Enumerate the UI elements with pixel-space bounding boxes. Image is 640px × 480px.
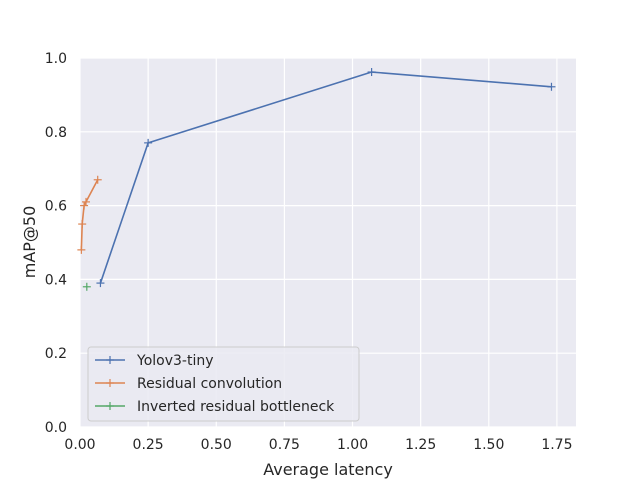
data-point [547, 82, 556, 91]
x-ticks: 0.00 0.25 0.50 0.75 1.00 1.25 1.50 1.75 [64, 437, 572, 453]
legend-label: Residual convolution [137, 376, 282, 392]
legend-item: Inverted residual bottleneck [95, 399, 335, 415]
data-point [80, 201, 89, 210]
data-point [78, 220, 87, 229]
legend-item: Yolov3-tiny [95, 353, 214, 369]
y-tick-label: 0.0 [45, 420, 67, 436]
series-2 [77, 175, 102, 254]
y-tick-label: 0.6 [45, 199, 67, 215]
x-axis-label: Average latency [263, 460, 393, 479]
x-tick-label: 0.75 [269, 437, 300, 453]
legend-frame [87, 346, 360, 422]
x-tick-label: 0.00 [64, 437, 95, 453]
data-point [367, 68, 376, 77]
y-tick-label: 0.2 [45, 346, 67, 362]
data-point [96, 279, 105, 288]
x-tick-label: 1.00 [337, 437, 368, 453]
y-tick-label: 0.8 [45, 125, 67, 141]
legend: Yolov3-tiny Residual convolution Inverted … [87, 346, 360, 422]
y-tick-label: 0.4 [45, 272, 67, 288]
legend-label: Yolov3-tiny [136, 353, 214, 369]
series-line [99, 71, 552, 284]
series-layer [77, 68, 556, 291]
y-axis-label: mAP@50 [20, 206, 39, 279]
data-point [77, 245, 86, 254]
legend-item: Residual convolution [95, 376, 282, 392]
x-tick-label: 0.25 [133, 437, 164, 453]
x-tick-label: 0.50 [201, 437, 232, 453]
data-point [81, 197, 90, 206]
data-point [93, 175, 102, 184]
x-tick-label: 1.25 [405, 437, 436, 453]
data-point [82, 282, 91, 291]
legend-label: Inverted residual bottleneck [137, 399, 335, 415]
y-tick-label: 1.0 [45, 51, 67, 67]
x-tick-label: 1.75 [541, 437, 572, 453]
series-1 [96, 68, 556, 288]
x-tick-label: 1.50 [473, 437, 504, 453]
data-point [144, 138, 153, 147]
y-ticks: 0.0 0.2 0.4 0.6 0.8 1.0 [45, 51, 67, 436]
series-3 [82, 282, 91, 291]
